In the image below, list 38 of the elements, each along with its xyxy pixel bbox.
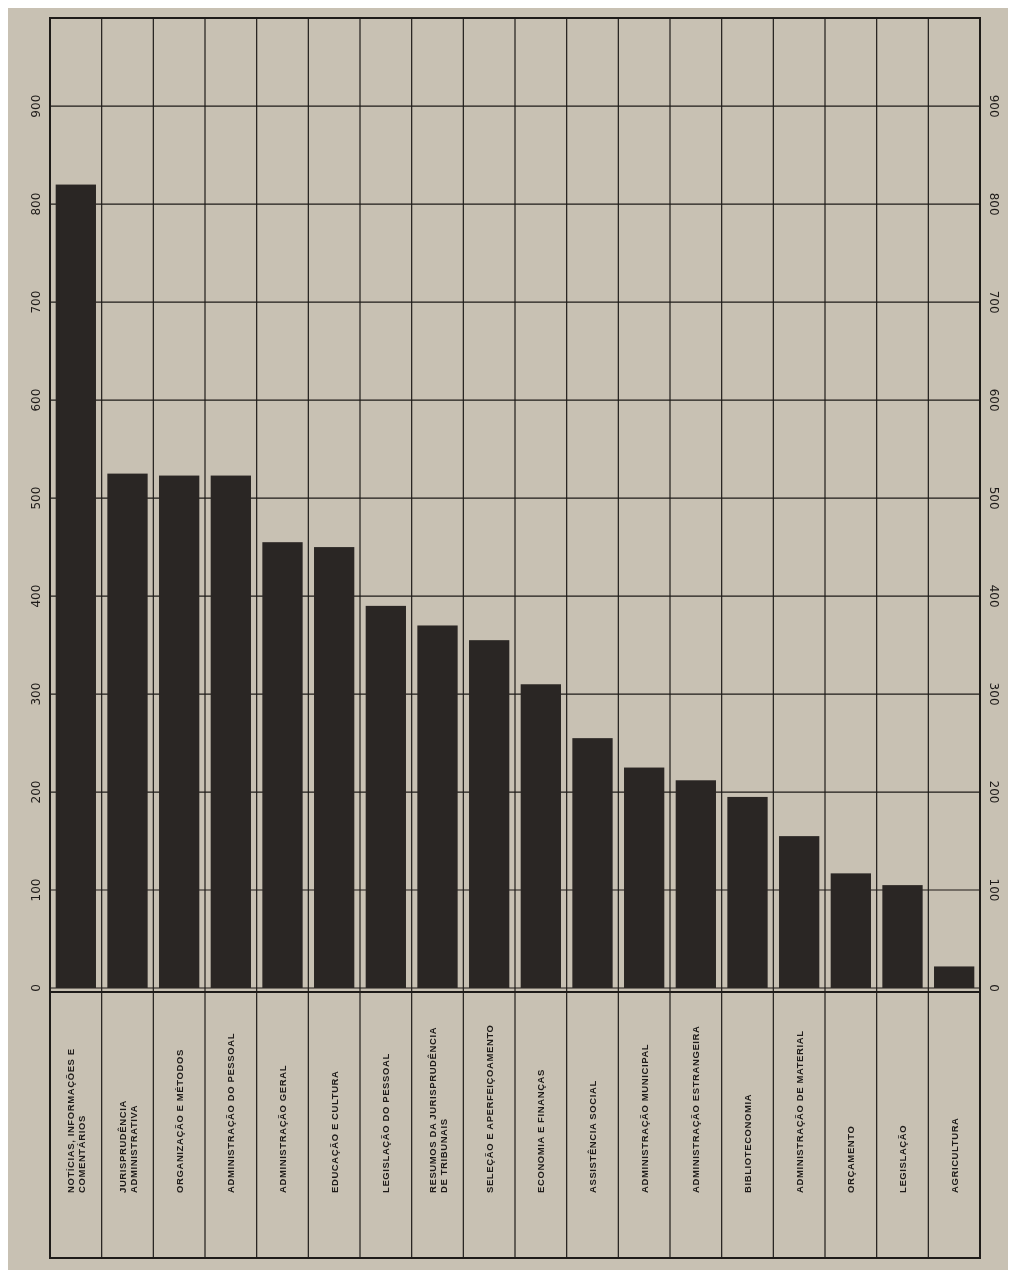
x-tick-label: ADMINISTRAÇÃO MUNICIPAL bbox=[638, 1043, 650, 1193]
x-tick-label: RESUMOS DA JURISPRUDÊNCIA DE TRIBUNAIS bbox=[426, 1026, 449, 1193]
y2-tick-label: 900 bbox=[987, 94, 1001, 118]
y-tick-label: 300 bbox=[29, 682, 43, 706]
x-tick-label: NOTÍCIAS, INFORMAÇÕES E COMENTÁRIOS bbox=[64, 1048, 87, 1193]
y2-tick-label: 800 bbox=[987, 192, 1001, 216]
x-tick-label: JURISPRUDÊNCIA ADMINISTRATIVA bbox=[116, 1100, 139, 1193]
x-tick-label: AGRICULTURA bbox=[948, 1117, 960, 1193]
y2-tick-label: 700 bbox=[987, 290, 1001, 314]
x-tick-label: ADMINISTRAÇÃO DO PESSOAL bbox=[225, 1032, 237, 1193]
x-tick-label: SELEÇÃO E APERFEIÇOAMENTO bbox=[483, 1024, 495, 1193]
x-tick-label: LEGISLAÇÃO bbox=[897, 1124, 908, 1193]
x-tick-label: ORÇAMENTO bbox=[845, 1125, 857, 1193]
y-tick-label: 0 bbox=[29, 984, 43, 992]
x-tick-label: ADMINISTRAÇÃO GERAL bbox=[277, 1064, 288, 1193]
y2-tick-label: 300 bbox=[987, 682, 1001, 706]
x-tick-label: EDUCAÇÃO E CULTURA bbox=[328, 1070, 340, 1193]
y-tick-label: 900 bbox=[29, 94, 43, 118]
x-tick-label: ECONOMIA E FINANÇAS bbox=[535, 1069, 547, 1193]
x-tick-label: LEGISLAÇÃO DO PESSOAL bbox=[380, 1053, 392, 1193]
y-tick-label: 800 bbox=[29, 192, 43, 216]
y2-tick-label: 100 bbox=[987, 878, 1001, 902]
y2-tick-label: 0 bbox=[987, 984, 1001, 992]
y2-tick-label: 400 bbox=[987, 584, 1001, 608]
x-tick-label: ADMINISTRAÇÃO DE MATERIAL bbox=[793, 1030, 805, 1193]
x-tick-label: ORGANIZAÇÃO E MÉTODOS bbox=[173, 1049, 185, 1193]
y2-tick-label: 500 bbox=[987, 486, 1001, 510]
y2-tick-label: 200 bbox=[987, 780, 1001, 804]
x-tick-label: ASSISTÊNCIA SOCIAL bbox=[587, 1080, 598, 1193]
x-tick-label: ADMINISTRAÇÃO ESTRANGEIRA bbox=[690, 1025, 702, 1193]
y2-tick-label: 600 bbox=[987, 388, 1001, 412]
y-tick-label: 100 bbox=[29, 878, 43, 902]
y-tick-label: 200 bbox=[29, 780, 43, 804]
y-tick-label: 400 bbox=[29, 584, 43, 608]
y-tick-label: 700 bbox=[29, 290, 43, 314]
y-tick-label: 500 bbox=[29, 486, 43, 510]
y-tick-label: 600 bbox=[29, 388, 43, 412]
x-tick-label: BIBLIOTECONOMIA bbox=[742, 1093, 753, 1193]
